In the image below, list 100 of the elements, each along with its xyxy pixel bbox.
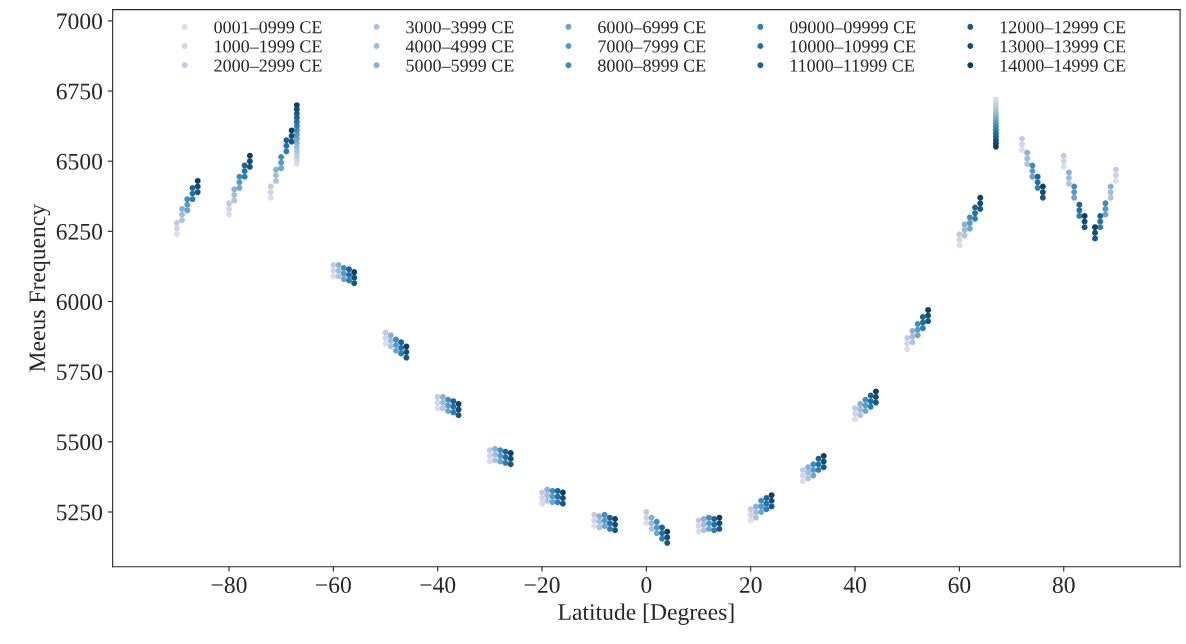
x-tick-label: 0 xyxy=(641,577,652,594)
point xyxy=(867,403,874,410)
point xyxy=(184,207,191,214)
point xyxy=(549,488,556,494)
point xyxy=(612,521,619,528)
point xyxy=(601,523,608,529)
point xyxy=(763,506,770,513)
point xyxy=(852,410,858,417)
point xyxy=(591,511,598,518)
point xyxy=(236,173,243,180)
point xyxy=(810,461,817,468)
point xyxy=(559,495,566,501)
point xyxy=(1039,189,1046,196)
point xyxy=(716,520,723,527)
point xyxy=(716,525,723,532)
point xyxy=(445,408,452,414)
point xyxy=(445,396,452,403)
point xyxy=(554,499,561,506)
point xyxy=(387,332,394,339)
point xyxy=(956,231,963,238)
point xyxy=(606,525,613,532)
point xyxy=(1066,175,1072,181)
point xyxy=(236,184,243,191)
point xyxy=(241,162,248,169)
point xyxy=(601,511,608,518)
point xyxy=(815,466,822,473)
point xyxy=(549,499,556,506)
point xyxy=(768,497,775,504)
point xyxy=(919,319,926,326)
point xyxy=(977,200,984,207)
point xyxy=(179,205,185,212)
point xyxy=(1097,212,1104,219)
point xyxy=(700,516,707,522)
point xyxy=(184,201,191,208)
point xyxy=(716,514,723,521)
point xyxy=(1081,218,1088,225)
point xyxy=(455,406,462,413)
point xyxy=(695,523,702,529)
point xyxy=(486,447,493,454)
point xyxy=(497,452,504,459)
point xyxy=(351,274,358,281)
point xyxy=(606,514,613,521)
point xyxy=(606,520,613,527)
point xyxy=(664,528,671,535)
point xyxy=(904,335,911,341)
y-tick-label: 5750 xyxy=(57,364,103,381)
point xyxy=(961,227,968,233)
point xyxy=(278,154,285,160)
legend-label: 10000–10999 CE xyxy=(790,40,916,53)
point xyxy=(747,506,754,513)
point xyxy=(507,455,514,462)
point xyxy=(653,518,660,525)
point xyxy=(288,138,295,145)
point xyxy=(972,204,978,211)
point xyxy=(450,409,457,416)
point xyxy=(664,534,671,541)
point xyxy=(173,220,180,226)
point xyxy=(659,530,665,536)
point xyxy=(659,524,665,531)
point xyxy=(956,242,963,249)
point xyxy=(486,458,493,465)
point xyxy=(909,333,916,340)
point xyxy=(925,318,932,325)
legend-label: 12000–12999 CE xyxy=(1000,21,1126,34)
point xyxy=(852,416,858,423)
point xyxy=(977,194,984,201)
point xyxy=(706,520,712,527)
legend-label: 3000–3999 CE xyxy=(406,21,514,34)
point xyxy=(340,264,347,271)
legend-label: 2000–2999 CE xyxy=(214,59,322,72)
point xyxy=(810,466,817,473)
point xyxy=(293,102,300,109)
point xyxy=(231,191,238,198)
point xyxy=(273,166,279,173)
point xyxy=(288,127,295,134)
point xyxy=(601,517,608,524)
point xyxy=(648,514,655,521)
point xyxy=(179,211,185,218)
point xyxy=(231,197,238,204)
point xyxy=(643,520,650,527)
point xyxy=(387,337,394,344)
point xyxy=(241,168,248,174)
point xyxy=(648,520,655,527)
point xyxy=(241,173,248,180)
point xyxy=(758,503,765,510)
x-tick-label: −20 xyxy=(524,577,560,594)
point xyxy=(403,343,410,350)
point xyxy=(904,340,911,347)
point xyxy=(226,200,232,207)
point xyxy=(1024,149,1031,156)
point xyxy=(486,452,493,459)
y-tick-label: 7000 xyxy=(57,13,103,30)
point xyxy=(351,269,358,275)
point xyxy=(664,539,671,546)
point xyxy=(752,509,759,515)
point xyxy=(346,277,352,284)
point xyxy=(273,177,279,184)
point xyxy=(763,495,770,501)
point xyxy=(278,159,285,166)
point xyxy=(956,236,963,243)
